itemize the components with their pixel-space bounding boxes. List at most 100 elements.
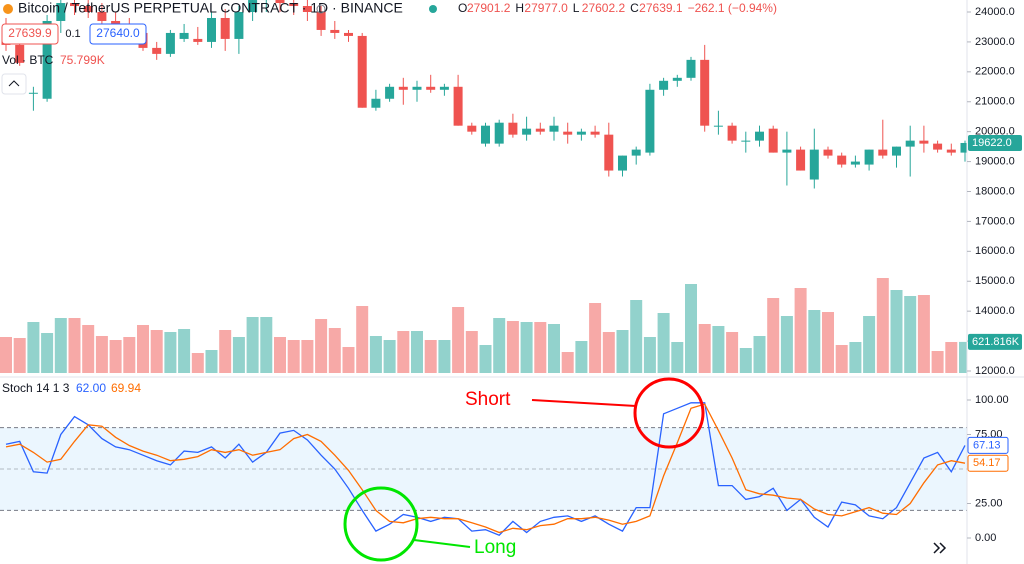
y-tick-label: 0.00 xyxy=(975,532,996,544)
volume-bar xyxy=(739,348,752,373)
y-tick-label: 21000.0 xyxy=(975,96,1015,108)
candle-body xyxy=(576,131,586,135)
volume-bar xyxy=(452,307,465,373)
candle-body xyxy=(522,128,532,135)
volume-bar xyxy=(917,295,930,373)
volume-bar xyxy=(465,331,478,373)
candle-body xyxy=(672,77,682,81)
y-tick-label: 100.00 xyxy=(975,394,1009,406)
volume-bar xyxy=(54,318,67,373)
sell-price: 27639.9 xyxy=(8,26,52,40)
last-value-box xyxy=(967,454,1009,472)
volume-bar xyxy=(671,342,684,373)
candle-body xyxy=(371,98,381,108)
volume-bar xyxy=(643,337,656,373)
annotation-circle xyxy=(343,486,419,562)
volume-bar xyxy=(698,324,711,373)
last-value-box xyxy=(968,333,1022,350)
candle-body xyxy=(645,89,655,153)
volume-bar xyxy=(342,347,355,373)
volume-bar xyxy=(493,318,506,373)
volume-bar xyxy=(602,332,615,373)
y-tick-label: 16000.0 xyxy=(975,245,1015,257)
candle-body xyxy=(70,3,79,7)
collapse-icon xyxy=(8,80,20,87)
y-tick-label: 20000.0 xyxy=(975,126,1015,138)
candle-body xyxy=(193,38,203,42)
buy-box[interactable] xyxy=(89,23,147,45)
candle-body xyxy=(782,149,792,153)
volume-bar xyxy=(68,318,81,373)
candle-body xyxy=(686,59,696,78)
y-tick-label: 14000.0 xyxy=(975,305,1015,317)
stoch-line xyxy=(5,403,966,534)
volume-bar xyxy=(356,306,369,373)
candle-body xyxy=(905,140,915,147)
volume-bar xyxy=(191,353,204,373)
volume-bar xyxy=(767,298,780,373)
volume-bar xyxy=(369,336,382,373)
volume-bar xyxy=(109,340,122,373)
volume-bar xyxy=(205,350,218,373)
volume-bar xyxy=(383,340,396,373)
candle-body xyxy=(426,86,436,90)
overlay: Bitcoin / TetherUS PERPETUAL CONTRACT · … xyxy=(1,0,952,559)
volume-bar xyxy=(753,336,766,373)
buy-price: 27640.0 xyxy=(96,26,140,40)
annotation-circle xyxy=(633,377,705,449)
y-tick-label: 24000.0 xyxy=(975,6,1015,18)
volume-bar xyxy=(479,345,492,373)
candle-body xyxy=(549,125,559,132)
candle-body xyxy=(535,128,545,132)
candle-body xyxy=(850,161,860,165)
candle-body xyxy=(946,149,956,153)
volume-bar xyxy=(520,322,533,373)
candle-body xyxy=(604,134,614,171)
volume-bar xyxy=(780,316,793,373)
symbol-title: Bitcoin / TetherUS PERPETUAL CONTRACT · … xyxy=(18,0,403,16)
ohlc-value: 27639.1 xyxy=(639,1,683,15)
volume-bar xyxy=(164,332,177,373)
volume-bar xyxy=(41,333,54,373)
candle-body xyxy=(823,149,833,156)
volume-bar xyxy=(123,337,136,373)
volume-bar xyxy=(232,337,245,373)
ohlc-key: O xyxy=(458,1,467,15)
volume-bar xyxy=(274,337,286,373)
hide-button[interactable] xyxy=(316,4,326,14)
sell-box[interactable] xyxy=(1,23,59,45)
plot-area: Short Long xyxy=(0,0,967,562)
candle-body xyxy=(919,140,929,144)
volume-bar xyxy=(945,342,958,373)
candle-body xyxy=(960,142,967,153)
volume-label: Vol · BTC xyxy=(2,53,54,67)
volume-bar xyxy=(246,317,259,373)
candle-body xyxy=(302,6,312,12)
ohlc-key: H xyxy=(515,1,524,15)
scroll-icon xyxy=(933,542,947,554)
candle-body xyxy=(713,125,723,127)
candle-body xyxy=(248,0,258,13)
candle-body xyxy=(179,32,189,39)
collapse-button[interactable] xyxy=(1,73,27,95)
volume-bar xyxy=(904,296,917,373)
spread: 0.1 xyxy=(65,28,80,40)
volume-bar xyxy=(890,290,903,373)
volume-bar xyxy=(931,351,944,373)
candle-body xyxy=(864,149,874,165)
annotation-line xyxy=(531,399,638,407)
candle-body xyxy=(481,125,490,144)
candle-body xyxy=(83,6,93,12)
candle-body xyxy=(727,125,737,141)
annotation-text: Short xyxy=(465,389,511,410)
candle-body xyxy=(275,0,285,4)
y-tick-label: 25.00 xyxy=(975,497,1003,509)
candle-body xyxy=(809,149,819,180)
volume-bar xyxy=(137,325,149,373)
volume-bar xyxy=(150,330,163,373)
last-value-label: 19622.0 xyxy=(972,137,1012,149)
volume-bar xyxy=(794,288,807,373)
volume-bar xyxy=(397,331,410,373)
